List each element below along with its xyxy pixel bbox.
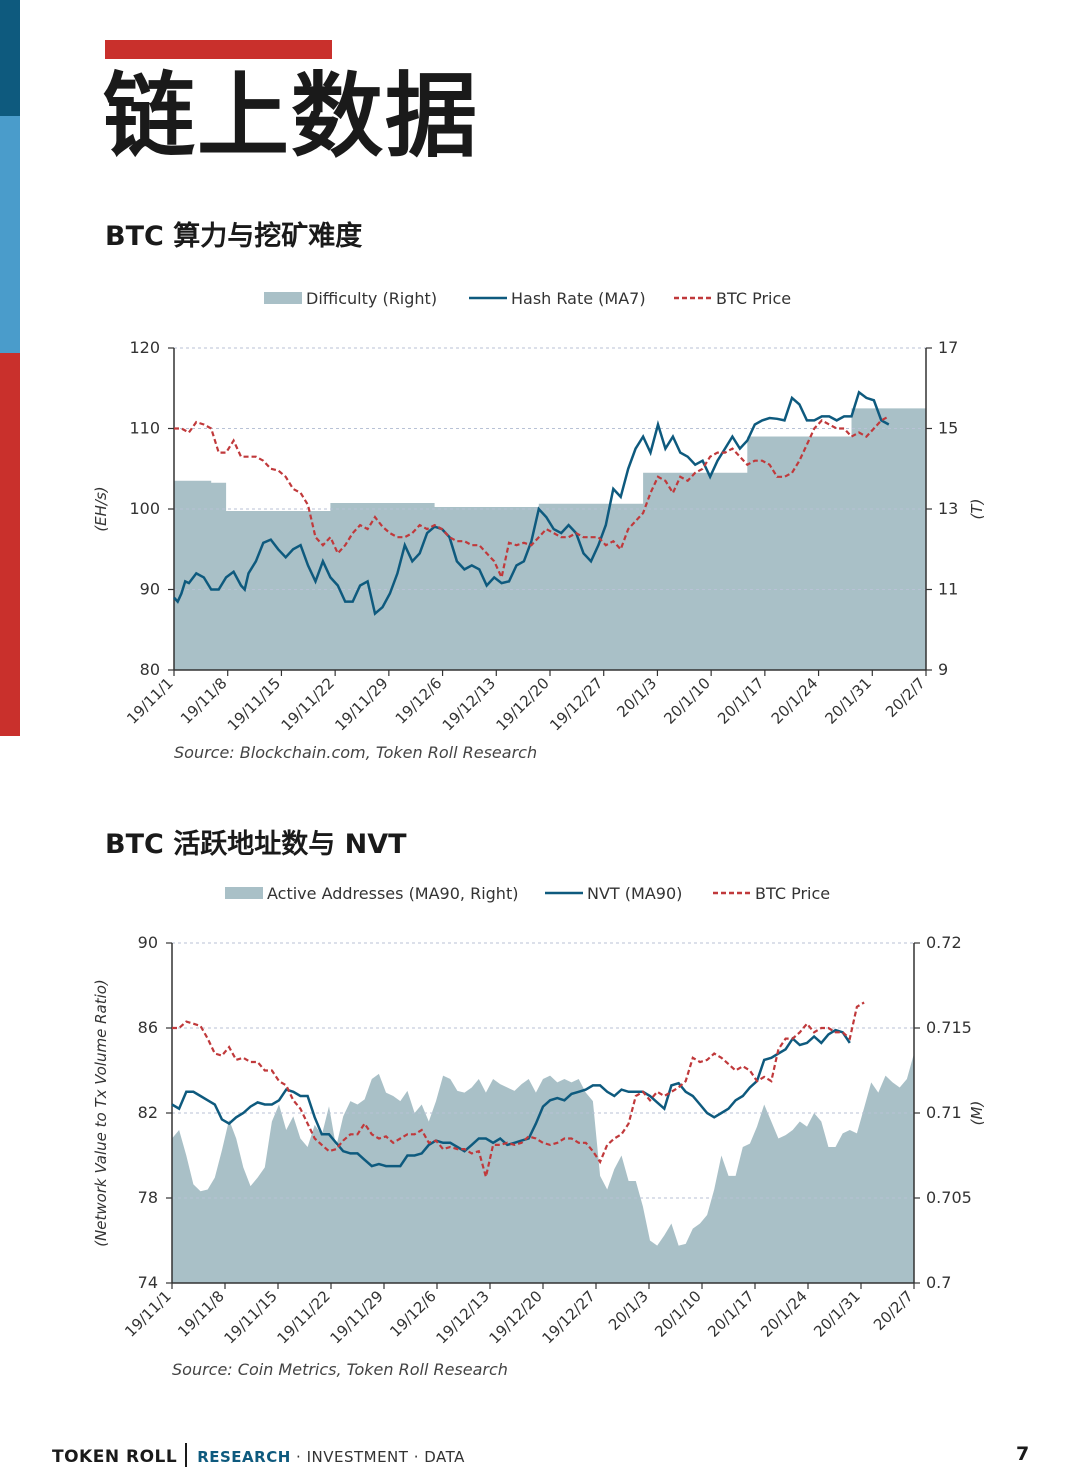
series-area [172,1053,914,1283]
side-bar-red [0,353,20,736]
x-tick-label: 19/11/1 [123,674,177,728]
y-tick-label-left: 80 [140,660,160,679]
x-tick-label: 19/11/8 [174,1287,228,1341]
legend-item: NVT (MA90) [545,884,682,903]
y-axis-label-right: (T) [968,499,986,520]
y-tick-label-right: 9 [938,660,948,679]
x-tick-label: 20/1/31 [821,674,875,728]
x-tick-label: 19/11/22 [273,1287,333,1347]
side-bar-light-blue [0,116,20,353]
title-accent-bar [105,40,332,59]
x-tick-label: 19/12/13 [432,1287,492,1347]
legend-item: BTC Price [674,289,791,308]
side-bar-dark-blue [0,0,20,116]
legend-label: BTC Price [716,289,791,308]
x-tick-label: 20/1/17 [714,674,768,728]
x-tick-label: 20/1/3 [605,1287,652,1334]
chart-2-heading: BTC 活跃地址数与 NVT [105,829,407,860]
footer-divider [185,1443,188,1467]
x-tick-label: 20/2/7 [870,1287,917,1334]
y-tick-label-right: 0.705 [926,1188,972,1207]
legend-swatch-area [225,887,263,899]
footer-brand: TOKEN ROLL [52,1447,178,1467]
chart-source: Source: Coin Metrics, Token Roll Researc… [172,1360,508,1379]
series-price-line [174,415,890,581]
chart-1-heading: BTC 算力与挖矿难度 [105,221,363,252]
y-tick-label-left: 90 [138,933,158,952]
y-axis-label-left: (EH/s) [92,486,110,531]
y-tick-label-right: 0.7 [926,1273,951,1292]
x-tick-label: 19/11/15 [220,1287,280,1347]
page-title: 链上数据 [103,63,480,170]
x-tick-label: 20/1/17 [704,1287,758,1341]
legend-label: NVT (MA90) [587,884,682,903]
x-tick-label: 20/1/3 [613,674,660,721]
x-tick-label: 19/12/20 [492,674,552,734]
x-tick-label: 20/1/31 [810,1287,864,1341]
x-tick-label: 19/11/22 [278,674,338,734]
y-tick-label-left: 90 [140,580,160,599]
y-tick-label-right: 0.715 [926,1018,972,1037]
x-tick-label: 19/12/13 [439,674,499,734]
y-tick-label-left: 110 [129,419,160,438]
legend-item: Active Addresses (MA90, Right) [225,884,518,903]
x-tick-label: 19/11/15 [224,674,284,734]
legend-label: Hash Rate (MA7) [511,289,646,308]
y-tick-label-right: 11 [938,580,958,599]
y-tick-label-left: 78 [138,1188,158,1207]
x-tick-label: 19/12/6 [392,674,446,728]
y-axis-label-right: (M) [968,1101,986,1126]
x-tick-label: 19/12/27 [538,1287,598,1347]
x-tick-label: 20/1/24 [768,674,822,728]
x-tick-label: 19/11/29 [331,674,391,734]
y-tick-label-right: 0.72 [926,933,962,952]
y-tick-label-left: 120 [129,338,160,357]
legend-item: BTC Price [713,884,830,903]
y-tick-label-right: 15 [938,419,958,438]
y-tick-label-left: 100 [129,499,160,518]
x-tick-label: 19/11/1 [121,1287,175,1341]
x-tick-label: 19/12/27 [546,674,606,734]
chart-active-addresses-nvt: Active Addresses (MA90, Right) NVT (MA90)… [92,884,986,1379]
legend-label: Active Addresses (MA90, Right) [267,884,518,903]
y-tick-label-right: 17 [938,338,958,357]
legend-swatch-area [264,292,302,304]
series-price-line [172,1001,865,1178]
x-tick-label: 19/12/20 [485,1287,545,1347]
footer: TOKEN ROLL RESEARCH · INVESTMENT · DATA [52,1443,465,1467]
x-tick-label: 20/1/10 [660,674,714,728]
series-main-line [173,390,890,616]
legend-label: BTC Price [755,884,830,903]
legend-item: Hash Rate (MA7) [469,289,646,308]
chart-source: Source: Blockchain.com, Token Roll Resea… [174,743,537,762]
series-area [174,408,926,670]
y-tick-label-left: 86 [138,1018,158,1037]
x-tick-label: 19/11/29 [326,1287,386,1347]
legend-item: Difficulty (Right) [264,289,437,308]
x-tick-label: 20/2/7 [882,674,929,721]
x-tick-label: 20/1/10 [651,1287,705,1341]
footer-tagline: RESEARCH · INVESTMENT · DATA [197,1448,465,1466]
y-tick-label-left: 82 [138,1103,158,1122]
y-tick-label-left: 74 [138,1273,158,1292]
footer-tag-research: RESEARCH [197,1448,291,1466]
x-tick-label: 19/12/6 [386,1287,440,1341]
y-tick-label-right: 13 [938,499,958,518]
chart-hashrate-difficulty: Difficulty (Right) Hash Rate (MA7) BTC Pri… [92,289,986,762]
footer-tag-rest: · INVESTMENT · DATA [290,1448,465,1466]
legend-label: Difficulty (Right) [306,289,437,308]
y-tick-label-right: 0.71 [926,1103,962,1122]
page-number: 7 [1016,1443,1030,1465]
x-tick-label: 19/11/8 [177,674,231,728]
x-tick-label: 20/1/24 [757,1287,811,1341]
y-axis-label-left: (Network Value to Tx Volume Ratio) [92,979,110,1247]
